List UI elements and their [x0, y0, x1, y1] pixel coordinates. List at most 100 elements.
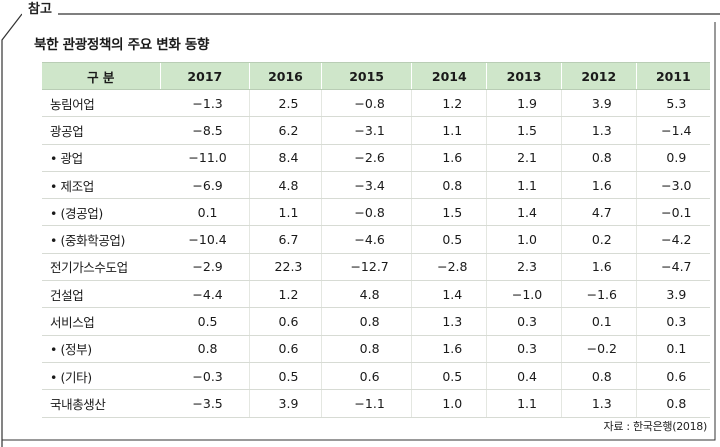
header-year: 2012	[560, 62, 637, 90]
table-cell: 0.5	[411, 362, 487, 391]
row-label: • 제조업	[42, 171, 160, 200]
table-cell: −10.4	[160, 225, 250, 254]
table-cell: 0.2	[560, 225, 637, 254]
table-cell: 1.4	[486, 198, 562, 227]
table-cell: 0.6	[249, 307, 322, 336]
table-cell: 3.9	[249, 389, 322, 418]
table-cell: 1.1	[486, 171, 562, 200]
table-cell: 0.5	[411, 225, 487, 254]
table-cell: 3.9	[560, 89, 637, 118]
header-year: 2015	[320, 62, 412, 90]
table-cell: −0.8	[320, 198, 412, 227]
table-cell: 0.9	[635, 144, 710, 172]
header-year: 2013	[486, 62, 562, 90]
table-cell: −4.2	[635, 225, 710, 254]
table-cell: 4.8	[320, 280, 412, 309]
table-cell: −2.9	[160, 253, 250, 282]
table-cell: 0.5	[249, 362, 322, 391]
table-cell: −3.0	[635, 171, 710, 200]
table-cell: 0.5	[160, 307, 250, 336]
table-cell: −6.9	[160, 171, 250, 200]
table-cell: 1.1	[486, 389, 562, 418]
table-row: 광공업 −8.5 6.2 −3.1 1.1 1.5 1.3 −1.4	[42, 116, 710, 145]
table-cell: 1.6	[560, 171, 637, 200]
table-row: • (중화학공업) −10.4 6.7 −4.6 0.5 1.0 0.2 −4.2	[42, 225, 710, 254]
row-label: • (중화학공업)	[42, 225, 160, 254]
table-cell: 0.4	[486, 362, 562, 391]
table-cell: 0.8	[560, 362, 637, 391]
table-cell: −1.6	[560, 280, 637, 309]
table-cell: 1.5	[411, 198, 487, 227]
table-cell: 0.8	[320, 307, 412, 336]
table-cell: −2.8	[411, 253, 487, 282]
table-cell: 0.8	[560, 144, 637, 172]
table-cell: 0.6	[249, 335, 322, 363]
header-category: 구 분	[42, 62, 160, 90]
table-cell: 6.7	[249, 225, 322, 254]
growth-table: 구 분 2017 2016 2015 2014 2013 2012 2011 농…	[42, 62, 710, 418]
table-cell: 8.4	[249, 144, 322, 172]
row-label: • (정부)	[42, 335, 160, 363]
table-cell: 1.4	[411, 280, 487, 309]
table-cell: 4.7	[560, 198, 637, 227]
table-cell: 1.2	[249, 280, 322, 309]
table-cell: 1.2	[411, 89, 487, 118]
row-label: • (경공업)	[42, 198, 160, 227]
table-row: • (정부) 0.8 0.6 0.8 1.6 0.3 −0.2 0.1	[42, 335, 710, 363]
table-cell: 0.3	[486, 335, 562, 363]
header-row: 구 분 2017 2016 2015 2014 2013 2012 2011	[42, 62, 710, 90]
row-label: 서비스업	[42, 307, 160, 336]
table-cell: 0.8	[411, 171, 487, 200]
table-row: 건설업 −4.4 1.2 4.8 1.4 −1.0 −1.6 3.9	[42, 280, 710, 309]
table-cell: 22.3	[249, 253, 322, 282]
table-cell: 0.8	[320, 335, 412, 363]
table-cell: 3.9	[635, 280, 710, 309]
table-row: • (경공업) 0.1 1.1 −0.8 1.5 1.4 4.7 −0.1	[42, 198, 710, 227]
header-year: 2016	[249, 62, 322, 90]
table-cell: 1.0	[486, 225, 562, 254]
table-cell: −3.1	[320, 116, 412, 145]
table-cell: 0.8	[160, 335, 250, 363]
table-cell: −0.1	[635, 198, 710, 227]
table-cell: 1.1	[249, 198, 322, 227]
table-cell: 6.2	[249, 116, 322, 145]
table-cell: −1.0	[486, 280, 562, 309]
table-cell: 0.6	[635, 362, 710, 391]
row-label: 건설업	[42, 280, 160, 309]
table-cell: 1.6	[560, 253, 637, 282]
table-cell: 0.1	[160, 198, 250, 227]
table-cell: 1.3	[560, 389, 637, 418]
table-cell: −1.1	[320, 389, 412, 418]
table-cell: 0.1	[635, 335, 710, 363]
table-row: 전기가스수도업 −2.9 22.3 −12.7 −2.8 2.3 1.6 −4.7	[42, 253, 710, 282]
row-label: 농림어업	[42, 89, 160, 118]
table-cell: 1.3	[560, 116, 637, 145]
table-row: • 광업 −11.0 8.4 −2.6 1.6 2.1 0.8 0.9	[42, 144, 710, 172]
table-cell: −4.4	[160, 280, 250, 309]
table-cell: 0.6	[320, 362, 412, 391]
table-row: 서비스업 0.5 0.6 0.8 1.3 0.3 0.1 0.3	[42, 307, 710, 336]
table-cell: −1.4	[635, 116, 710, 145]
row-label: • 광업	[42, 144, 160, 172]
table-cell: 1.3	[411, 307, 487, 336]
table-cell: 0.8	[635, 389, 710, 418]
table-cell: 1.1	[411, 116, 487, 145]
header-year: 2017	[159, 62, 250, 90]
table-cell: 1.5	[486, 116, 562, 145]
table-cell: −4.7	[635, 253, 710, 282]
table-cell: 2.5	[249, 89, 322, 118]
table-cell: 1.6	[411, 144, 487, 172]
row-label: • (기타)	[42, 362, 160, 391]
table-cell: −8.5	[160, 116, 250, 145]
table-cell: −4.6	[320, 225, 412, 254]
table-cell: −0.2	[560, 335, 637, 363]
table-cell: 0.3	[635, 307, 710, 336]
table-cell: −12.7	[320, 253, 412, 282]
table-cell: −0.8	[320, 89, 412, 118]
table-cell: −2.6	[320, 144, 412, 172]
table-title: 북한 관광정책의 주요 변화 동향	[34, 37, 210, 53]
row-label: 전기가스수도업	[42, 253, 160, 282]
table-cell: 2.3	[486, 253, 562, 282]
row-label: 국내총생산	[42, 389, 160, 418]
